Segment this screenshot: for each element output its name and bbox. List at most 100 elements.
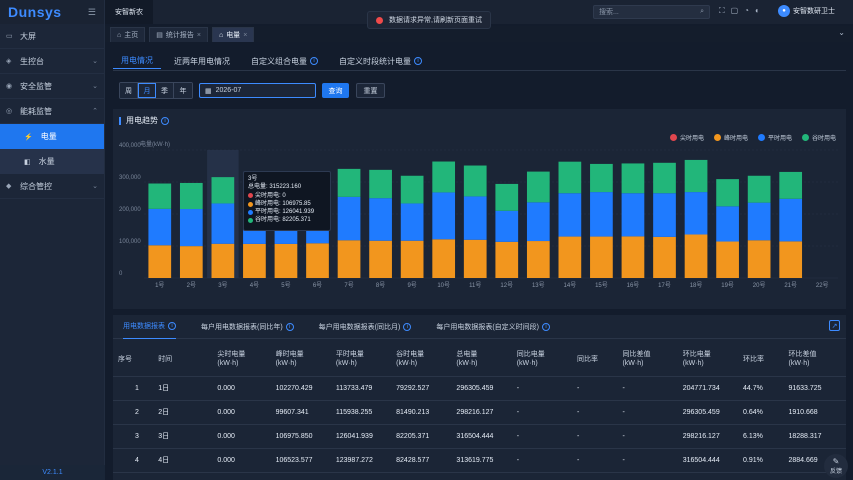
- collapse-sidebar-icon[interactable]: ☰: [87, 6, 96, 17]
- brand-logo: Dunsys: [8, 4, 62, 20]
- bell-icon[interactable]: ◔: [744, 6, 750, 15]
- table-cell: 298216.127: [451, 400, 512, 425]
- info-icon[interactable]: i: [542, 322, 551, 331]
- table-cell: 1910.668: [783, 400, 846, 425]
- x-tick-label: 7号: [344, 282, 353, 289]
- tab-item[interactable]: ⌂ 主页: [110, 27, 146, 42]
- subnav-tab[interactable]: 自定义组合电量 i: [243, 53, 326, 69]
- sidebar-item[interactable]: ◆ 综合管控 ⌄: [0, 174, 104, 199]
- bar-segment: [306, 243, 329, 278]
- table-cell: 123987.272: [330, 448, 392, 473]
- legend-item[interactable]: 谷时用电: [801, 133, 836, 142]
- table-cell: 113733.479: [330, 376, 392, 401]
- subnav-tab[interactable]: 近两年用电情况: [166, 53, 238, 69]
- info-icon[interactable]: i: [285, 322, 294, 331]
- close-icon[interactable]: ×: [243, 31, 248, 39]
- user-menu[interactable]: ● 安智数研卫士: [778, 5, 835, 17]
- chevron-down-icon: ⌄: [92, 83, 98, 90]
- info-icon[interactable]: i: [310, 57, 318, 65]
- reset-button[interactable]: 重置: [356, 83, 385, 98]
- table-row[interactable]: 2 2日 0.000 99607.341 115938.255 81490.213 2982…: [113, 400, 846, 425]
- table-cell: 2日: [153, 400, 213, 425]
- bar-segment: [653, 236, 676, 278]
- close-icon[interactable]: ×: [196, 31, 201, 39]
- theme-icon[interactable]: ◐: [755, 6, 760, 15]
- sidebar-item[interactable]: ◈ 生控台 ⌄: [0, 49, 104, 74]
- table-row[interactable]: 3 3日 0.000 106975.850 126041.939 82205.371 316…: [113, 424, 846, 449]
- date-value: 2026-07: [215, 87, 242, 94]
- table-cell: 82205.371: [391, 424, 452, 449]
- chevron-down-icon[interactable]: ⌄: [838, 28, 845, 37]
- sidebar-subitem[interactable]: ◧ 水量: [0, 149, 104, 174]
- export-icon[interactable]: ↗: [829, 320, 840, 331]
- sidebar-item[interactable]: ◎ 能耗监管 ⌃: [0, 99, 104, 124]
- sidebar-subitem[interactable]: ⚡ 电量: [0, 124, 104, 149]
- tab-item[interactable]: ▤ 统计报告 ×: [149, 27, 208, 42]
- subnav-tab[interactable]: 自定义时段统计电量 i: [331, 53, 430, 69]
- x-tick-label: 3号: [218, 282, 227, 289]
- column-header: 环比率: [738, 343, 784, 377]
- bar-segment: [558, 236, 582, 278]
- bar-segment: [621, 236, 645, 278]
- info-icon[interactable]: i: [414, 57, 422, 65]
- search-icon[interactable]: ⌕: [700, 8, 704, 15]
- table-tab[interactable]: 用电数据报表 i: [123, 315, 176, 339]
- table-panel: 用电数据报表 i 每户用电数据报表(同比年) i 每户用电数据报表(同比月) i 每户用电数…: [113, 315, 846, 480]
- fullscreen-icon[interactable]: ⛶: [719, 6, 725, 15]
- tab-label: 统计报告: [165, 32, 194, 39]
- legend-swatch: [669, 134, 677, 141]
- lock-icon[interactable]: ▢: [730, 6, 739, 15]
- shield-icon: ◉: [6, 83, 13, 90]
- bar-segment: [179, 182, 203, 210]
- table-cell: 3日: [153, 424, 213, 449]
- table-cell: -: [571, 448, 618, 473]
- bar-segment: [621, 193, 645, 237]
- date-picker[interactable]: ▦ 2026-07: [199, 83, 316, 98]
- sidebar-item[interactable]: ▭ 大屏: [0, 24, 104, 49]
- bolt-icon: ⚡: [24, 133, 33, 141]
- table-tab[interactable]: 每户用电数据报表(同比月) i: [319, 315, 412, 339]
- system-name-tab[interactable]: 安智新农: [105, 0, 153, 24]
- bar-segment: [211, 203, 235, 244]
- bar-segment: [369, 198, 392, 241]
- bar-segment: [400, 240, 424, 278]
- table-cell: 0.000: [212, 376, 271, 401]
- table-row[interactable]: 4 4日 0.000 106523.577 123987.272 82428.577 313…: [113, 448, 846, 473]
- info-icon[interactable]: i: [168, 322, 176, 330]
- sidebar-item[interactable]: ◉ 安全监管 ⌄: [0, 74, 104, 99]
- period-option[interactable]: 季: [156, 83, 174, 98]
- table-cell: -: [511, 400, 572, 425]
- info-icon[interactable]: i: [161, 116, 169, 125]
- sidebar-subitem-label: 电量: [40, 132, 57, 141]
- tooltip-value: 尖时用电: 0: [255, 192, 286, 199]
- y-tick-label: 300,000: [119, 175, 141, 181]
- feedback-button[interactable]: ✎ 反馈: [824, 454, 848, 478]
- bar-segment: [590, 163, 613, 193]
- search-input[interactable]: 搜索... ⌕: [593, 5, 710, 19]
- bar-segment: [526, 171, 550, 203]
- table-tab[interactable]: 每户用电数据报表(自定义时间段) i: [436, 315, 551, 339]
- info-icon[interactable]: i: [403, 322, 412, 331]
- period-option[interactable]: 年: [174, 83, 192, 98]
- bar-segment: [432, 239, 456, 278]
- tooltip-row: 峰时用电: 106975.85: [248, 200, 326, 208]
- table-cell: -: [511, 448, 572, 473]
- column-header: 峰时电量 (kW·h): [270, 343, 331, 377]
- tab-item[interactable]: ⌂ 电量 ×: [211, 27, 255, 42]
- period-option[interactable]: 月: [138, 83, 156, 98]
- legend-item[interactable]: 尖时用电: [669, 133, 704, 142]
- subnav-tab[interactable]: 用电情况: [113, 53, 161, 69]
- period-option[interactable]: 周: [120, 83, 138, 98]
- query-button[interactable]: 查询: [322, 83, 349, 98]
- table-cell: 106975.850: [270, 424, 331, 449]
- table-tab[interactable]: 每户用电数据报表(同比年) i: [201, 315, 294, 339]
- column-header: 同比电量 (kW·h): [511, 343, 572, 377]
- subnav-label: 用电情况: [121, 56, 153, 65]
- table-cell: -: [511, 376, 572, 401]
- table-row[interactable]: 1 1日 0.000 102270.429 113733.479 79292.527 296…: [113, 376, 846, 401]
- chart-title-text: 用电趋势: [126, 116, 158, 125]
- sidebar-subitem-label: 水量: [38, 157, 55, 166]
- bar-segment: [684, 159, 708, 193]
- legend-item[interactable]: 峰时用电: [713, 133, 748, 142]
- legend-item[interactable]: 平时用电: [757, 133, 792, 142]
